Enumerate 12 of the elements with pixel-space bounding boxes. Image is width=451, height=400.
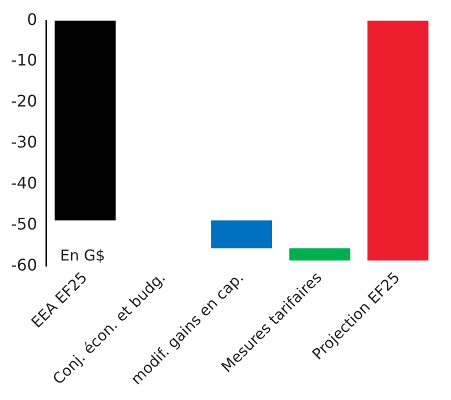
bar bbox=[289, 248, 350, 260]
bar bbox=[367, 20, 428, 260]
y-tick-label: -10 bbox=[10, 50, 38, 70]
y-tick-label: -50 bbox=[10, 214, 38, 234]
y-tick-label: -20 bbox=[10, 92, 38, 111]
bar bbox=[54, 20, 116, 220]
y-tick-label: -30 bbox=[10, 132, 38, 152]
bar bbox=[211, 220, 272, 248]
y-tick-label: -40 bbox=[10, 173, 38, 192]
y-tick-label: 0 bbox=[26, 10, 38, 29]
y-tick-label: -60 bbox=[10, 255, 38, 274]
annotation: En G$ bbox=[60, 246, 106, 265]
